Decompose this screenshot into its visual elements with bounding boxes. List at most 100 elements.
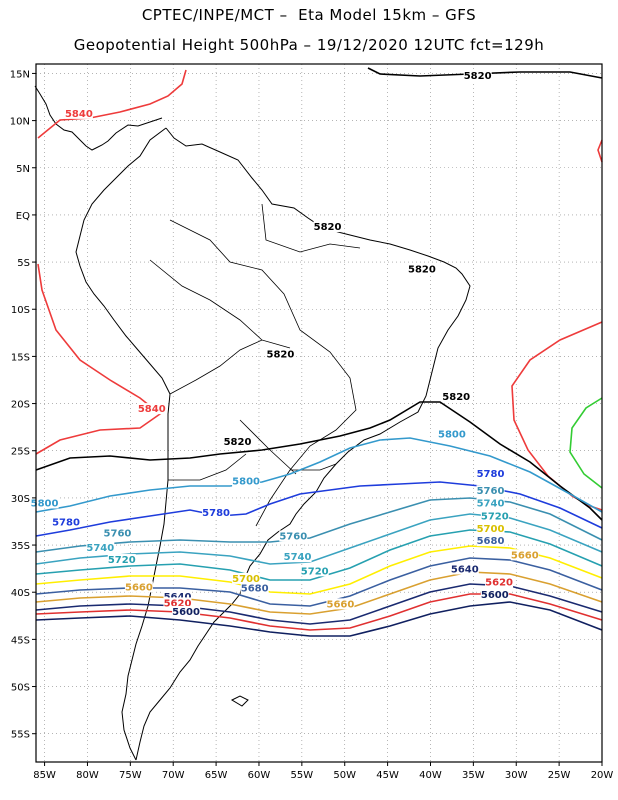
contour-label: 5640 [451, 564, 479, 575]
contour-label-bg [313, 221, 342, 233]
contour-label-bg [476, 522, 505, 534]
contour-label-bg [266, 348, 295, 360]
contour-label-bg [163, 590, 192, 602]
contour-label-bg [240, 582, 269, 594]
lon-tick-label: 45W [376, 770, 399, 781]
contour-label-bg [407, 263, 436, 275]
contour-label-bg [107, 554, 136, 566]
contour-label-bg [442, 390, 471, 402]
contour-label: 5740 [86, 543, 114, 554]
contour-label: 5700 [477, 524, 505, 535]
lon-tick-label: 85W [33, 770, 56, 781]
contour-label-bg [279, 530, 308, 542]
contour-label-bg [476, 468, 505, 480]
contour-label: 5760 [279, 531, 307, 542]
contour-label-bg [30, 497, 59, 509]
contour-label-bg [172, 605, 201, 617]
map-title-line1: CPTEC/INPE/MCT – Eta Model 15km – GFS [141, 6, 477, 24]
contour-label-bg [476, 535, 505, 547]
lat-tick-label: 5N [16, 164, 30, 175]
axis-labels: 85W 80W 75W 70W 65W 60W 55W 50W 45W 40W 35W 30W 25W 2… [10, 69, 614, 781]
lat-lon-grid [36, 64, 603, 762]
contour-5700 [35, 545, 603, 595]
contour-5840-east [511, 321, 603, 511]
contour-label-bg [326, 598, 355, 610]
lon-tick-label: 40W [419, 770, 442, 781]
lat-tick-label: 15S [11, 352, 30, 363]
contour-label: 5600 [172, 607, 200, 618]
lat-tick-label: 15N [10, 69, 30, 80]
contour-label-bg [232, 475, 261, 487]
contour-label: 5700 [232, 574, 260, 585]
contour-5760 [35, 497, 603, 553]
contour-label: 5680 [241, 583, 269, 594]
contour-label-bg [476, 485, 505, 497]
lat-tick-label: 20S [11, 400, 30, 411]
map-title-line2: Geopotential Height 500hPa – 19/12/2020 … [73, 36, 545, 54]
lon-tick-label: 75W [119, 770, 142, 781]
contour-label: 5660 [125, 582, 153, 593]
contour-label: 5740 [284, 552, 312, 563]
lon-tick-label: 55W [291, 770, 314, 781]
contour-label: 5660 [511, 550, 539, 561]
contour-5840-north [37, 69, 187, 139]
contour-green [569, 397, 603, 489]
map-frame [35, 63, 603, 763]
lat-tick-label: 5S [17, 258, 30, 269]
contour-label: 5800 [31, 498, 59, 509]
contour-label: 5820 [266, 349, 294, 360]
contour-5600 [35, 601, 603, 637]
contour-label-bg [86, 541, 115, 553]
lat-tick-label: 10N [10, 117, 30, 128]
contour-5840-ne [597, 139, 603, 163]
contour-label: 5800 [232, 477, 260, 488]
caribbean-coast [135, 127, 471, 761]
lon-tick-label: 80W [76, 770, 99, 781]
contour-label: 5840 [65, 109, 93, 120]
contour-label: 5680 [477, 536, 505, 547]
contour-label: 5720 [301, 566, 329, 577]
contour-label: 5600 [481, 590, 509, 601]
contour-label: 5720 [108, 555, 136, 566]
contour-label: 5660 [327, 599, 355, 610]
contour-label-bg [223, 436, 252, 448]
contour-label-bg [510, 549, 539, 561]
contour-5660 [35, 571, 603, 615]
contour-label: 5720 [481, 512, 509, 523]
contour-label-bg [437, 428, 466, 440]
contour-label: 5620 [164, 598, 192, 609]
contour-label-bg [232, 572, 261, 584]
contour-label: 5820 [408, 265, 436, 276]
contour-label-bg [300, 565, 329, 577]
contour-label: 5780 [52, 517, 80, 528]
contour-label-bg [137, 403, 166, 415]
contour-label: 5820 [442, 392, 470, 403]
contour-label: 5620 [485, 578, 513, 589]
contour-label: 5820 [224, 437, 252, 448]
lat-tick-label: 55S [11, 730, 30, 741]
lon-tick-label: 50W [333, 770, 356, 781]
contour-5840-west [35, 263, 162, 455]
contour-label: 5820 [314, 222, 342, 233]
contour-label-bg [485, 576, 514, 588]
contour-labels: 5840 5840 5820 5820 5820 5820 5820 5820 5800 5800… [30, 70, 539, 618]
contour-label-bg [450, 563, 479, 575]
lat-tick-label: 25S [11, 447, 30, 458]
pacific-coast [75, 127, 171, 761]
lon-tick-label: 70W [162, 770, 185, 781]
contour-label: 5800 [438, 430, 466, 441]
contour-label-bg [480, 588, 509, 600]
falkland-islands [230, 695, 249, 707]
contour-label-bg [52, 516, 81, 528]
lat-tick-label: 45S [11, 635, 30, 646]
contour-label-bg [124, 581, 153, 593]
contour-label-bg [283, 551, 312, 563]
lon-tick-label: 35W [462, 770, 485, 781]
country-borders [149, 203, 361, 527]
contour-label: 5740 [477, 498, 505, 509]
contour-label-bg [163, 597, 192, 609]
lat-tick-label: 10S [11, 305, 30, 316]
contour-5820-south [35, 401, 603, 521]
contour-label-bg [64, 107, 93, 119]
